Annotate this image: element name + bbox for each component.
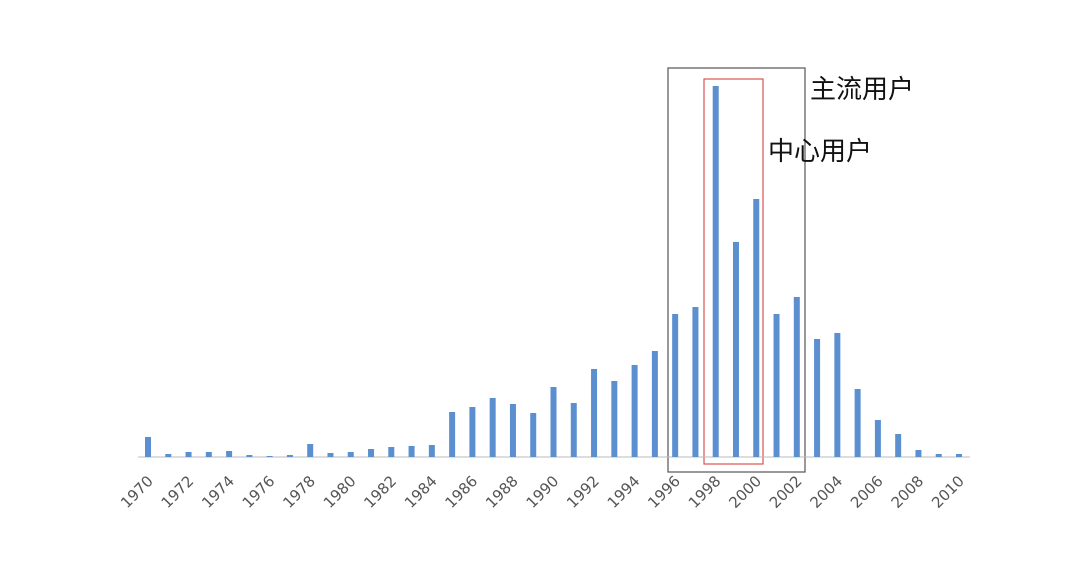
- bar: [692, 307, 699, 457]
- bar: [185, 452, 192, 457]
- bar: [651, 351, 658, 457]
- x-tick-label: 1978: [279, 472, 319, 512]
- bar: [895, 434, 902, 457]
- bar: [408, 446, 415, 457]
- bar: [489, 398, 496, 457]
- bar: [327, 453, 334, 457]
- bar: [591, 369, 598, 457]
- bar: [449, 412, 456, 457]
- bar: [732, 242, 739, 457]
- x-tick-label: 1970: [117, 472, 157, 512]
- annotation: 中心用户: [768, 137, 872, 167]
- x-tick-label: 1994: [604, 472, 644, 512]
- x-tick-label: 1996: [644, 472, 684, 512]
- bar: [428, 445, 435, 457]
- x-tick-label: 2006: [847, 472, 887, 512]
- bar: [956, 454, 962, 457]
- x-tick-label: 1988: [482, 472, 522, 512]
- bar: [469, 407, 476, 457]
- bar: [165, 454, 172, 457]
- bar: [631, 365, 638, 457]
- bar: [570, 403, 577, 457]
- bar: [834, 333, 841, 457]
- bar: [611, 381, 618, 457]
- x-tick-label: 1980: [320, 472, 360, 512]
- bar: [368, 449, 375, 457]
- bar: [530, 413, 537, 457]
- bar: [388, 447, 395, 457]
- bar: [793, 297, 800, 457]
- x-tick-label: 2008: [888, 472, 928, 512]
- x-tick-label: 1998: [685, 472, 725, 512]
- x-tick-label: 1972: [158, 472, 198, 512]
- bar: [226, 451, 233, 457]
- bar: [205, 452, 212, 457]
- bar: [509, 404, 516, 457]
- bar: [874, 420, 881, 457]
- bar: [753, 199, 760, 457]
- x-tick-label: 2000: [725, 472, 765, 512]
- x-tick-label: 1986: [441, 472, 481, 512]
- annotation: 主流用户: [810, 75, 914, 105]
- x-tick-label: 1976: [239, 472, 279, 512]
- bar: [712, 86, 719, 457]
- bar: [935, 454, 942, 457]
- bar: [286, 455, 293, 457]
- bar: [854, 389, 861, 457]
- x-tick-label: 2002: [766, 472, 806, 512]
- core-box: [703, 78, 764, 465]
- bar: [307, 444, 314, 457]
- bar: [672, 314, 679, 457]
- x-tick-label: 1984: [401, 472, 441, 512]
- bar: [145, 437, 151, 457]
- x-tick-label: 1982: [360, 472, 400, 512]
- bar: [550, 387, 557, 457]
- bar: [347, 452, 354, 457]
- bar: [814, 339, 821, 457]
- x-tick-label: 1974: [198, 472, 238, 512]
- x-tick-label: 2004: [806, 472, 846, 512]
- bar: [773, 314, 780, 457]
- bar: [266, 456, 273, 457]
- bar: [246, 455, 253, 457]
- bar: [915, 450, 922, 457]
- x-tick-label: 1992: [563, 472, 603, 512]
- x-tick-label: 2010: [928, 472, 968, 512]
- mainstream-box: [667, 67, 806, 473]
- x-tick-label: 1990: [523, 472, 563, 512]
